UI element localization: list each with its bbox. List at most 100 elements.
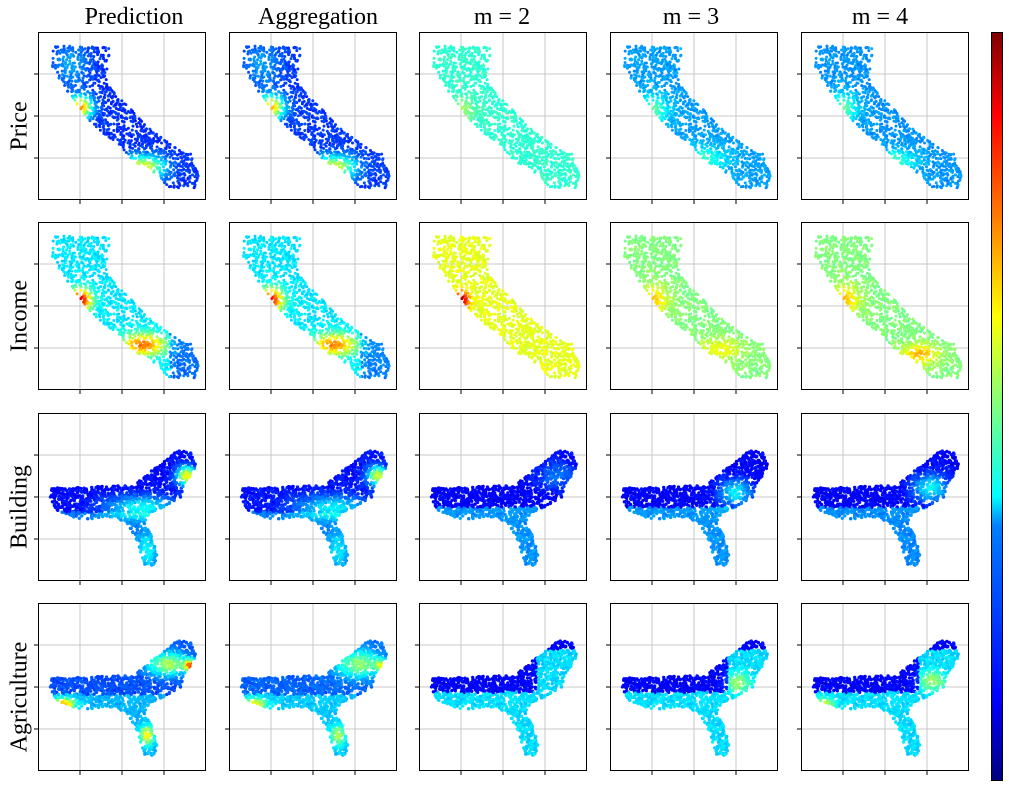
data-point [296, 87, 300, 91]
data-point [159, 158, 163, 162]
data-point [125, 117, 129, 121]
data-point [279, 78, 283, 82]
data-point [82, 53, 86, 57]
data-point [286, 109, 290, 113]
data-point [98, 90, 102, 94]
data-point [657, 74, 661, 78]
data-point [193, 170, 196, 174]
data-point [451, 79, 455, 83]
data-point [448, 80, 451, 84]
data-point [450, 73, 454, 77]
data-point [671, 119, 675, 123]
data-point [663, 108, 667, 112]
data-point [346, 139, 350, 143]
data-point [636, 61, 640, 65]
data-point [86, 61, 90, 65]
data-point [340, 166, 344, 170]
data-point [655, 104, 659, 108]
data-point [762, 158, 766, 162]
data-point [647, 70, 651, 74]
scatter-plot [34, 32, 206, 204]
data-point [193, 166, 197, 170]
data-point [256, 74, 260, 78]
data-point [493, 116, 497, 120]
data-point [542, 161, 546, 165]
data-point [671, 95, 675, 99]
data-point [103, 71, 107, 74]
data-point [346, 145, 350, 149]
data-point [634, 48, 638, 52]
data-point [675, 71, 679, 74]
data-point [362, 181, 366, 185]
data-point [282, 84, 285, 87]
data-point [343, 137, 347, 140]
data-point [684, 110, 688, 114]
data-point [176, 179, 180, 183]
data-point [653, 65, 657, 69]
data-point [684, 133, 688, 137]
data-point [307, 138, 311, 142]
data-point [54, 45, 57, 49]
data-point [295, 101, 299, 105]
data-point [660, 75, 664, 79]
data-point [843, 86, 847, 90]
data-point [438, 76, 442, 80]
data-point [356, 183, 360, 187]
data-point [56, 70, 60, 74]
data-point [655, 67, 659, 71]
data-point [295, 49, 299, 53]
data-point [184, 156, 188, 160]
row-title-agriculture: Agriculture [0, 607, 40, 787]
data-point [637, 74, 641, 78]
data-point [485, 121, 489, 125]
data-point [563, 179, 567, 182]
data-point [173, 173, 177, 177]
row-title-price: Price [0, 36, 40, 216]
data-point [295, 78, 299, 82]
data-point [170, 161, 174, 165]
data-point [296, 114, 300, 118]
data-point [321, 128, 325, 132]
data-point [282, 57, 286, 61]
data-point [455, 79, 458, 83]
data-point [143, 158, 147, 162]
data-point [482, 56, 486, 60]
data-point [260, 73, 264, 77]
data-point [734, 168, 738, 172]
data-point [195, 178, 199, 182]
data-point [149, 166, 153, 170]
data-point [265, 73, 269, 77]
data-point [516, 149, 520, 153]
data-point [66, 89, 70, 93]
data-point [51, 61, 55, 65]
data-point [848, 74, 852, 78]
data-point [732, 141, 735, 145]
data-point [289, 86, 293, 90]
data-point [62, 80, 66, 83]
data-point [658, 61, 662, 65]
data-point [329, 144, 333, 148]
data-point [459, 61, 463, 65]
data-point [670, 125, 674, 129]
data-point [437, 70, 441, 74]
data-point [469, 78, 473, 82]
data-point [643, 49, 647, 53]
data-point [154, 157, 158, 160]
data-point [89, 115, 93, 119]
data-point [477, 48, 481, 52]
data-point [460, 98, 464, 102]
data-point [529, 142, 533, 146]
data-point [669, 109, 673, 113]
data-point [123, 110, 127, 114]
data-point [95, 72, 99, 76]
data-point [486, 82, 490, 86]
data-point [674, 124, 678, 128]
data-point [640, 77, 644, 80]
data-point [102, 68, 105, 72]
data-point [698, 141, 702, 145]
data-point [828, 74, 832, 78]
data-point [513, 114, 517, 118]
data-point [644, 54, 648, 58]
data-point [242, 49, 246, 53]
data-point [266, 70, 270, 74]
